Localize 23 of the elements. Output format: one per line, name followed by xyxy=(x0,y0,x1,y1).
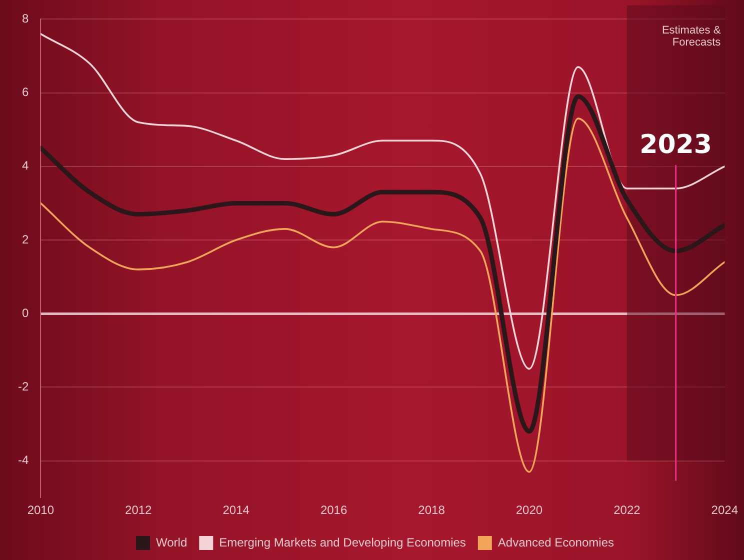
x-tick-label: 2018 xyxy=(418,503,446,518)
y-tick-label: 2 xyxy=(22,232,29,246)
x-tick-label: 2010 xyxy=(27,503,54,518)
line-series xyxy=(40,118,725,473)
y-tick-label: 4 xyxy=(22,158,29,173)
x-tick-label: 2022 xyxy=(614,503,641,518)
y-tick-label: 0 xyxy=(22,306,29,320)
legend-label: World xyxy=(156,535,188,550)
legend-label: Advanced Economies xyxy=(498,535,614,550)
band-label: Estimates & Forecasts xyxy=(662,24,722,49)
legend-label: Emerging Markets and Developing Economies xyxy=(219,535,466,550)
y-tick-label: -4 xyxy=(18,453,29,468)
y-tick-label: -2 xyxy=(18,380,29,394)
x-tick-label: 2016 xyxy=(320,503,348,518)
x-tick-label: 2014 xyxy=(222,503,250,518)
y-tick-label: 6 xyxy=(22,85,29,100)
x-tick-label: 2012 xyxy=(125,503,152,518)
x-tick-label: 2020 xyxy=(516,503,543,518)
ref-line-label: 2023 xyxy=(640,130,712,160)
line-series xyxy=(40,94,725,434)
x-tick-label: 2024 xyxy=(711,503,738,518)
line-series xyxy=(40,33,725,370)
y-tick-label: 8 xyxy=(22,12,29,26)
